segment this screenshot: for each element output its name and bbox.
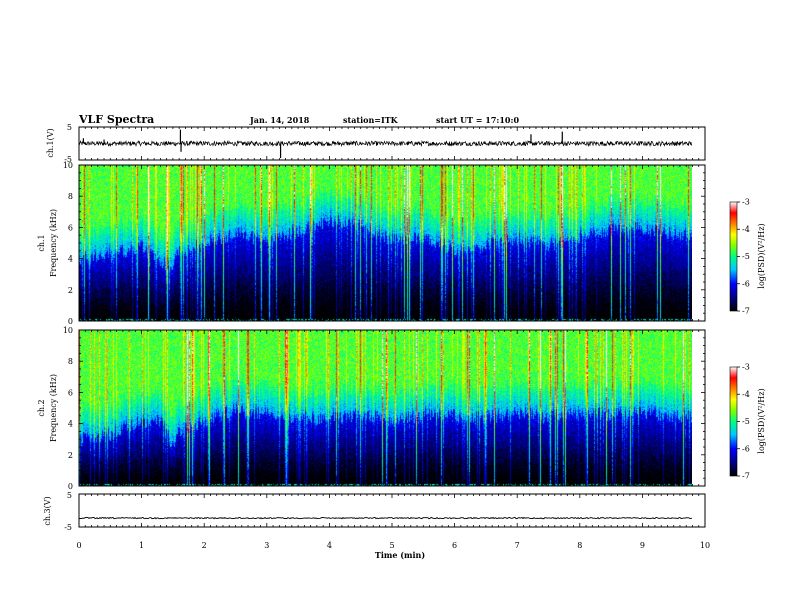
time-tick-label: 7 <box>515 541 520 550</box>
colorbar-tick-label: -3 <box>742 198 750 207</box>
colorbar-tick-label: -5 <box>742 252 750 261</box>
frequency-tick-label: 10 <box>63 326 73 335</box>
ch1-spectrogram-panel: 0 2 4 6 8 10 ch.1 Frequency (kHz) <box>37 161 706 326</box>
ch1-colorbar-gradient <box>729 201 738 312</box>
colorbar-tick-label: -7 <box>742 307 750 316</box>
frequency-tick-label: 2 <box>68 286 73 295</box>
time-tick-label: 8 <box>577 541 582 550</box>
ch2-colorbar-ticks: -3 -4 -5 -6 -7 <box>737 363 750 481</box>
ch1-spectrogram-image <box>79 165 692 321</box>
ch2-frequency-ticks: 0 2 4 6 8 10 <box>63 326 705 491</box>
ch3-waveform-panel: 5 -5 ch.3(V) <box>43 491 706 532</box>
time-tick-label: 2 <box>202 541 207 550</box>
ch1-waveform-spikes <box>82 129 563 159</box>
ch1-channel-label: ch.1 <box>37 234 46 251</box>
time-tick-label: 0 <box>76 541 81 550</box>
time-tick-label: 3 <box>264 541 269 550</box>
colorbar-tick-label: -4 <box>742 390 750 399</box>
ch3-ytick-bottom: -5 <box>64 523 72 532</box>
time-axis-label: Time (min) <box>375 550 425 560</box>
colorbar-tick-label: -5 <box>742 417 750 426</box>
ch2-colorbar-gradient <box>729 366 738 477</box>
frequency-tick-label: 10 <box>63 161 73 170</box>
ch1-waveform-line <box>78 139 693 148</box>
colorbar-tick-label: -3 <box>742 363 750 372</box>
colorbar-tick-label: -6 <box>742 279 750 288</box>
ch2-frequency-ylabel: Frequency (kHz) <box>49 374 58 442</box>
ch1-ytick-bottom: -5 <box>64 155 72 164</box>
time-axis-ticks <box>78 127 706 527</box>
ch1-frequency-ylabel: Frequency (kHz) <box>49 209 58 277</box>
ch3-waveform-ylabel: ch.3(V) <box>43 496 52 525</box>
time-tick-label: 10 <box>700 541 710 550</box>
frequency-tick-label: 4 <box>68 255 73 264</box>
time-axis-tick-labels: 0 1 2 3 4 5 6 7 8 9 10 <box>76 541 710 550</box>
ch3-waveform-frame <box>78 493 706 528</box>
frequency-tick-label: 6 <box>68 388 73 397</box>
station-label: station=ITK <box>343 115 399 125</box>
frequency-tick-label: 8 <box>68 357 73 366</box>
start-time-label: start UT = 17:10:0 <box>436 115 519 125</box>
date-label: Jan. 14, 2018 <box>249 115 310 125</box>
time-tick-label: 5 <box>389 541 394 550</box>
ch1-waveform-trace <box>78 139 693 148</box>
frequency-tick-label: 6 <box>68 223 73 232</box>
ch1-frequency-ticks: 0 2 4 6 8 10 <box>63 161 705 326</box>
ch2-colorbar: -3 -4 -5 -6 -7 log(PSD)(V²/Hz) <box>729 363 766 481</box>
ch1-waveform-panel: 5 -5 ch.1(V) <box>46 123 706 164</box>
time-tick-label: 6 <box>452 541 457 550</box>
frequency-tick-label: 4 <box>68 420 73 429</box>
ch2-spectrogram-panel: 0 2 4 6 8 10 ch.2 Frequency (kHz) <box>37 326 706 491</box>
colorbar-tick-label: -6 <box>742 444 750 453</box>
ch3-waveform-trace <box>78 516 692 520</box>
frequency-tick-label: 2 <box>68 451 73 460</box>
colorbar-tick-label: -7 <box>742 472 750 481</box>
ch1-ytick-top: 5 <box>67 123 72 132</box>
colorbar-tick-label: -4 <box>742 225 750 234</box>
frequency-tick-label: 0 <box>68 482 73 491</box>
ch1-colorbar-ticks: -3 -4 -5 -6 -7 <box>737 198 750 316</box>
ch2-colorbar-label: log(PSD)(V²/Hz) <box>757 388 766 453</box>
ch1-waveform-ylabel: ch.1(V) <box>46 128 55 157</box>
frequency-tick-label: 8 <box>68 192 73 201</box>
ch1-colorbar-label: log(PSD)(V²/Hz) <box>757 223 766 288</box>
frequency-tick-label: 0 <box>68 317 73 326</box>
time-tick-label: 1 <box>139 541 144 550</box>
figure-title: VLF Spectra <box>78 113 154 126</box>
ch3-ytick-top: 5 <box>67 491 72 500</box>
ch2-channel-label: ch.2 <box>37 399 46 416</box>
ch1-colorbar: -3 -4 -5 -6 -7 log(PSD)(V²/Hz) <box>729 198 766 316</box>
ch2-spectrogram-image <box>79 330 692 486</box>
time-tick-label: 9 <box>640 541 645 550</box>
ch3-waveform-line <box>78 516 692 520</box>
time-tick-label: 4 <box>327 541 332 550</box>
